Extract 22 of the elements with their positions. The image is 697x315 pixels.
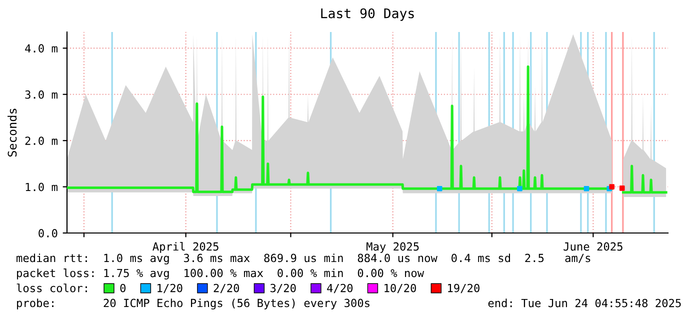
- text: median rtt: 1.0 ms avg 3.6 ms max 869.9 us min 884.0 us now 0.4 ms sd 2.5 am/s: [16, 254, 590, 264]
- legend-label: 3/20: [270, 284, 296, 294]
- y-tick-label: 1.0 m: [26, 182, 58, 192]
- chart-title: Last 90 Days: [321, 8, 414, 21]
- legend-label: 1/20: [158, 284, 182, 294]
- legend-label: 0: [120, 284, 126, 292]
- legend-label: 10/20: [384, 284, 416, 294]
- legend-label: 2/20: [214, 284, 240, 294]
- legend-label: 4/20: [327, 284, 353, 294]
- x-tick-label: May 2025: [366, 242, 419, 253]
- y-tick-label: 4.0 m: [25, 44, 58, 53]
- legend-title: loss color:: [16, 284, 87, 292]
- y-tick-label: 3.0 m: [25, 90, 58, 99]
- y-axis-title: Seconds: [8, 108, 17, 157]
- x-tick-label: June 2025: [564, 242, 622, 251]
- y-tick-label: 2.0 m: [25, 136, 58, 145]
- x-tick-label: April 2025: [152, 242, 218, 253]
- text: packet loss: 1.75 % avg 100.00 % max 0.00 % min 0.00 % now: [17, 268, 424, 280]
- y-tick-label: 0.0: [38, 229, 58, 238]
- text: probe: 20 ICMP Echo Pings (56 Bytes) every 300s: [17, 298, 370, 310]
- text: end: Tue Jun 24 04:55:48 2025: [488, 298, 681, 308]
- legend-label: 19/20: [448, 284, 480, 294]
